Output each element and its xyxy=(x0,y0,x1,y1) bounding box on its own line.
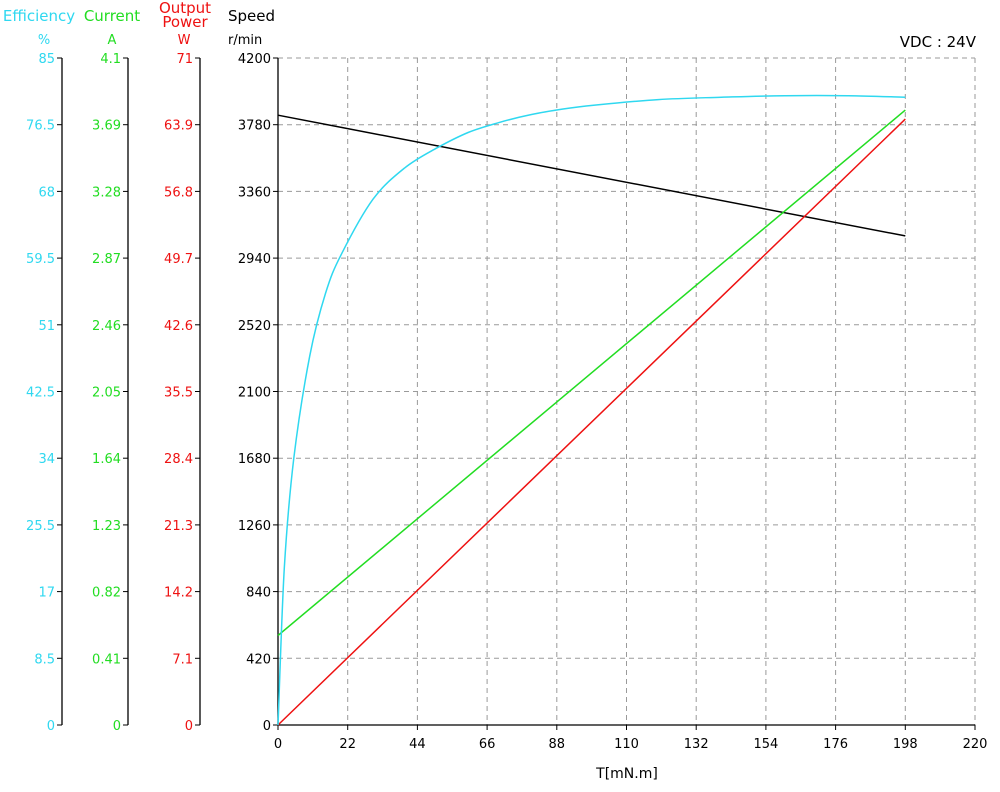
y-tick-label: 0 xyxy=(263,719,271,734)
y-axis-unit: % xyxy=(38,33,50,48)
y-tick-label: 0.41 xyxy=(92,652,121,667)
y-tick-label: 2.05 xyxy=(92,386,121,401)
y-tick-label: 51 xyxy=(38,319,55,334)
y-tick-label: 0.82 xyxy=(92,586,121,601)
y-tick-label: 59.5 xyxy=(26,252,55,267)
y-tick-label: 2520 xyxy=(238,319,271,334)
y-axis-title: Current xyxy=(84,7,140,25)
x-tick-label: 22 xyxy=(339,737,356,752)
y-tick-label: 3780 xyxy=(238,119,271,134)
y-axis-title: Output xyxy=(159,0,211,17)
y-axis-speed: Speed r/min 0 420 840 1260 1680 2100 2520 2940 336… xyxy=(228,7,279,734)
y-tick-label: 420 xyxy=(246,652,271,667)
x-tick-label: 110 xyxy=(614,737,639,752)
speed-curve xyxy=(277,114,906,237)
y-axis-current: Current A 0 0.41 0.82 1.23 1.64 2.05 2.46 2.87 3.2… xyxy=(84,7,140,734)
y-axis-title: Power xyxy=(162,13,208,31)
y-tick-label: 3.28 xyxy=(92,185,121,200)
y-tick-label: 71 xyxy=(176,52,193,67)
y-axis-unit: A xyxy=(108,33,117,48)
y-tick-label: 0 xyxy=(113,719,121,734)
x-tick-label: 0 xyxy=(274,737,282,752)
y-tick-label: 2.87 xyxy=(92,252,121,267)
y-tick-label: 28.4 xyxy=(164,452,193,467)
x-tick-label: 88 xyxy=(549,737,566,752)
y-tick-label: 76.5 xyxy=(26,119,55,134)
y-tick-label: 840 xyxy=(246,586,271,601)
y-axis-unit: r/min xyxy=(228,33,262,48)
y-axis-unit: W xyxy=(178,33,191,48)
y-axes: Efficiency% 0 8.5 17 25.5 34 42.5 51 59.5 68 76.5 8… xyxy=(3,0,279,734)
x-tick-label: 198 xyxy=(893,737,918,752)
y-tick-label: 2940 xyxy=(238,252,271,267)
y-tick-label: 63.9 xyxy=(164,119,193,134)
x-tick-label: 176 xyxy=(823,737,848,752)
y-tick-label: 3360 xyxy=(238,185,271,200)
y-tick-label: 2100 xyxy=(238,386,271,401)
y-tick-label: 7.1 xyxy=(172,652,193,667)
y-tick-label: 25.5 xyxy=(26,519,55,534)
efficiency-curve xyxy=(277,94,906,726)
y-tick-label: 49.7 xyxy=(164,252,193,267)
x-tick-label: 132 xyxy=(684,737,709,752)
y-tick-label: 56.8 xyxy=(164,185,193,200)
y-tick-label: 35.5 xyxy=(164,386,193,401)
x-tick-label: 66 xyxy=(479,737,496,752)
y-tick-label: 1680 xyxy=(238,452,271,467)
y-tick-label: 42.5 xyxy=(26,386,55,401)
y-tick-label: 0 xyxy=(185,719,193,734)
y-axis-title: Speed xyxy=(228,7,275,25)
y-tick-label: 1.23 xyxy=(92,519,121,534)
y-tick-label: 21.3 xyxy=(164,519,193,534)
y-axis-title: Efficiency xyxy=(3,7,75,25)
y-tick-label: 8.5 xyxy=(34,652,55,667)
y-tick-label: 42.6 xyxy=(164,319,193,334)
y-tick-label: 14.2 xyxy=(164,586,193,601)
x-axis-label: T[mN.m] xyxy=(595,766,658,782)
y-tick-label: 2.46 xyxy=(92,319,121,334)
y-tick-label: 34 xyxy=(38,452,55,467)
y-tick-label: 68 xyxy=(38,185,55,200)
x-tick-label: 44 xyxy=(409,737,426,752)
y-tick-label: 3.69 xyxy=(92,119,121,134)
power-curve xyxy=(277,118,906,726)
x-tick-label: 154 xyxy=(753,737,778,752)
y-tick-label: 1.64 xyxy=(92,452,121,467)
x-tick-label: 220 xyxy=(963,737,988,752)
y-tick-label: 17 xyxy=(38,586,55,601)
current-curve xyxy=(277,109,906,637)
y-axis-efficiency: Efficiency% 0 8.5 17 25.5 34 42.5 51 59.5 68 76.5 8… xyxy=(3,7,75,734)
y-tick-label: 0 xyxy=(47,719,55,734)
y-tick-label: 4.1 xyxy=(100,52,121,67)
voltage-annotation: VDC : 24V xyxy=(900,33,977,51)
y-tick-label: 4200 xyxy=(238,52,271,67)
series-lines xyxy=(277,94,906,726)
y-tick-label: 1260 xyxy=(238,519,271,534)
y-tick-label: 85 xyxy=(38,52,55,67)
x-axis: 0 22 44 66 88 110 132 154 176 198 220 xyxy=(274,724,988,752)
